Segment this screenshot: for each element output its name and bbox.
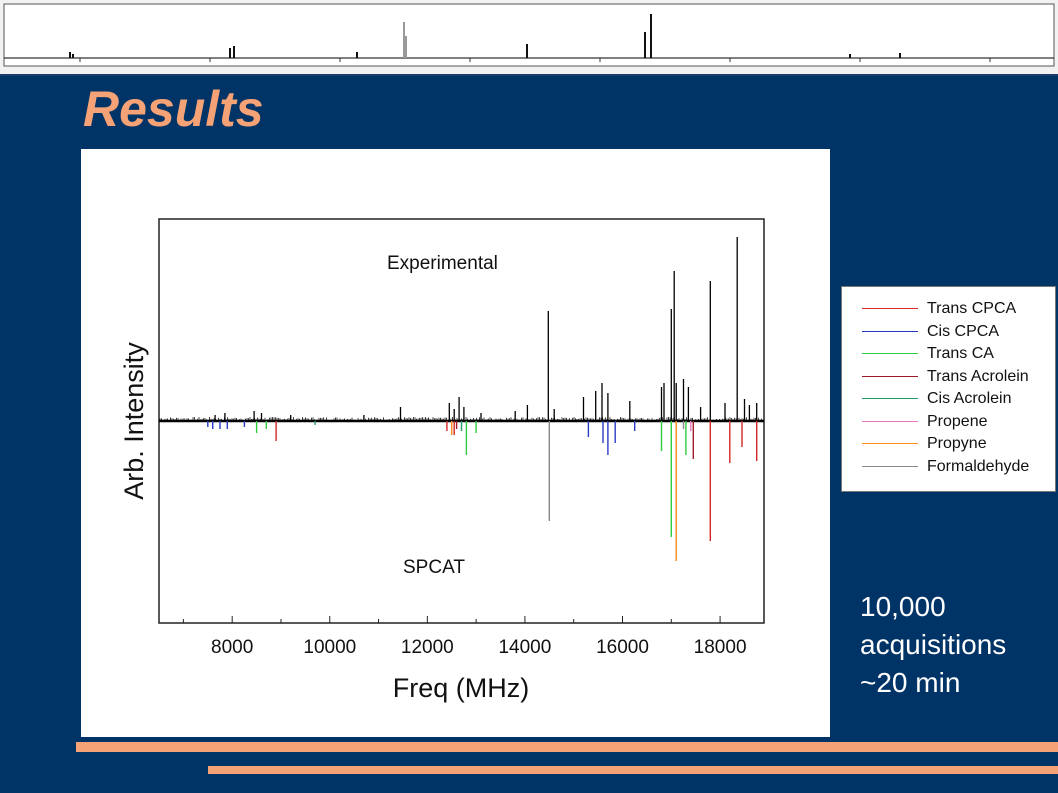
legend-item: Propene xyxy=(842,411,1057,433)
legend-label: Formaldehyde xyxy=(927,457,1030,475)
annotation-spcat: SPCAT xyxy=(403,557,465,578)
legend-swatch xyxy=(862,308,918,309)
legend-item: Cis CPCA xyxy=(842,321,1057,343)
legend-swatch xyxy=(862,420,918,422)
acquisition-count: 10,000 xyxy=(860,591,946,622)
survey-spectrum-thumbnail xyxy=(3,3,1055,67)
accent-bar-lower xyxy=(208,766,1058,774)
legend-label: Propene xyxy=(927,412,988,430)
spectrum-chart-panel: 8000 10000 12000 14000 16000 18000 Experiment… xyxy=(81,149,830,737)
x-tick-label: 12000 xyxy=(401,637,454,658)
x-tick-label: 18000 xyxy=(694,637,747,658)
acquisition-time: ~20 min xyxy=(860,667,961,698)
legend-item: Propyne xyxy=(842,433,1057,455)
x-tick-label: 10000 xyxy=(303,637,356,658)
x-axis-title: Freq (MHz) xyxy=(393,673,530,703)
x-tick-label: 8000 xyxy=(211,637,253,658)
annotation-experimental: Experimental xyxy=(387,253,498,274)
legend-swatch xyxy=(862,353,918,354)
legend-swatch xyxy=(862,443,918,444)
legend-swatch xyxy=(862,330,918,332)
legend-swatch xyxy=(862,375,918,377)
chart-marks xyxy=(159,237,764,561)
legend-item: Trans CPCA xyxy=(842,298,1057,320)
legend-swatch xyxy=(862,465,918,467)
legend-item: Cis Acrolein xyxy=(842,388,1057,410)
survey-spectrum-strip xyxy=(0,0,1058,76)
y-axis-title: Arb. Intensity xyxy=(119,342,149,500)
legend-label: Trans Acrolein xyxy=(927,367,1029,385)
legend-item: Trans CA xyxy=(842,343,1057,365)
legend-item: Trans Acrolein xyxy=(842,366,1057,388)
legend-label: Cis Acrolein xyxy=(927,390,1012,407)
x-tick-label: 16000 xyxy=(596,637,649,658)
legend-label: Propyne xyxy=(927,435,987,452)
legend-swatch xyxy=(862,398,918,399)
accent-bar-upper xyxy=(76,742,1058,752)
chart-legend: Trans CPCA Cis CPCA Trans CA Trans Acrolein… xyxy=(841,286,1056,492)
legend-item: Formaldehyde xyxy=(842,456,1057,478)
legend-label: Trans CPCA xyxy=(927,300,1017,317)
x-axis-ticks: 8000 10000 12000 14000 16000 18000 xyxy=(182,616,747,658)
acquisition-label: acquisitions xyxy=(860,629,1007,660)
slide-title: Results xyxy=(83,81,264,137)
legend-label: Trans CA xyxy=(927,345,994,362)
spectrum-chart: 8000 10000 12000 14000 16000 18000 Experiment… xyxy=(119,218,765,703)
acquisition-info: 10,000 acquisitions ~20 min xyxy=(860,588,1055,702)
legend-label: Cis CPCA xyxy=(927,322,1000,340)
x-tick-label: 14000 xyxy=(498,637,551,658)
